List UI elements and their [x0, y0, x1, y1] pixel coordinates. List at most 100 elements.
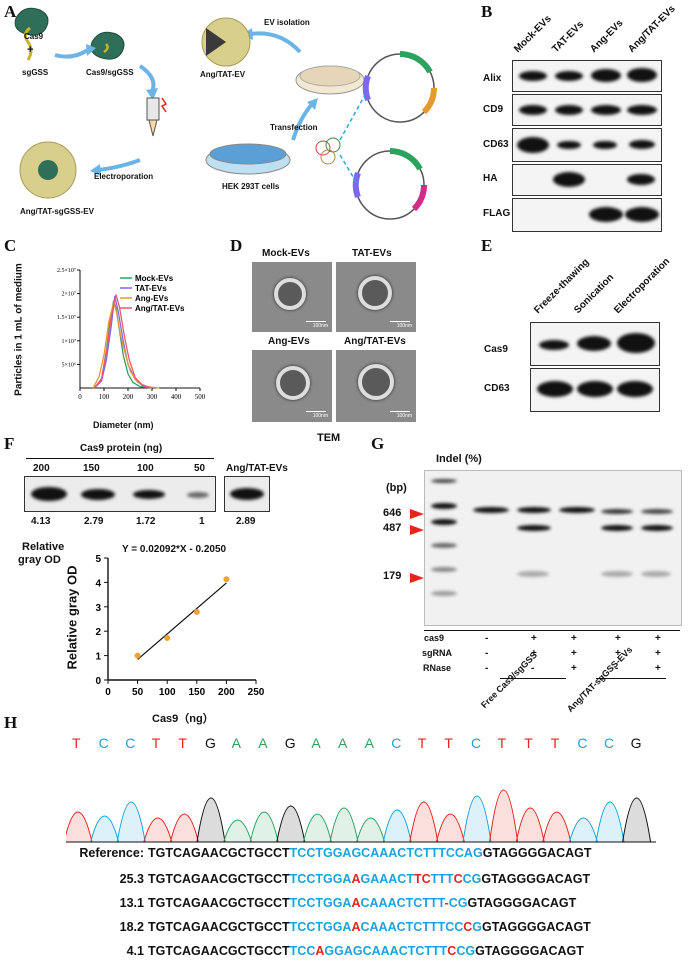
f-val-50: 1 — [199, 516, 205, 527]
c-ytick: 1.5×10⁷ — [57, 315, 76, 321]
c-xtick: 500 — [195, 393, 206, 401]
c-xtick: 100 — [99, 393, 110, 401]
e-row-cd63: CD63 — [484, 383, 510, 394]
h-peak — [66, 811, 93, 843]
g-sign: + — [615, 633, 621, 644]
c-legend-label: TAT-EVs — [135, 284, 167, 293]
h-sequence-segment: CAAACTCTTTCC — [360, 920, 464, 934]
g-sign: + — [571, 663, 577, 674]
h-sequence-segment: TC — [413, 872, 431, 886]
h-sequence-segment: GTAGGGGACAGT — [482, 846, 592, 860]
h-sequence-segment: TGTCAGAACGCTGCCT — [148, 920, 290, 934]
h-peak — [595, 801, 625, 843]
h-sequence-row: 4.1 TGTCAGAACGCTGCCTTCCAGGAGCAAACTCTTTCCG… — [127, 944, 584, 958]
h-sequence-segment: TGTCAGAACGCTGCCT — [148, 944, 290, 958]
f-lane-200: 200 — [33, 463, 50, 474]
h-base: C — [577, 735, 588, 751]
panel-label-c: C — [4, 236, 17, 255]
g-sign: + — [571, 633, 577, 644]
f-xlabel: Cas9（ng） — [152, 713, 214, 725]
c-legend-label: Ang-EVs — [135, 294, 169, 303]
f-blot-evs — [224, 476, 270, 512]
h-peak — [356, 817, 386, 843]
g-gel-image — [424, 470, 682, 626]
g-sign: - — [485, 663, 489, 674]
panel-label-g: G — [371, 434, 385, 453]
tem-caption: TEM — [317, 432, 341, 444]
label-ev-isolation: EV isolation — [264, 18, 310, 27]
h-sequence-segment: TGTCAGAACGCTGCCT — [148, 846, 290, 860]
h-peak — [143, 817, 173, 843]
h-sequence-label: Reference: — [79, 846, 144, 860]
h-sequence-segment: TCC — [289, 944, 316, 958]
tem-label-tat: TAT-EVs — [352, 248, 392, 259]
g-marker-179: 179 — [383, 570, 402, 582]
panel-label-a: A — [4, 2, 17, 21]
label-plus: + — [27, 44, 34, 56]
chromatogram — [66, 789, 656, 843]
f-val-200: 4.13 — [31, 516, 51, 527]
h-peak — [302, 813, 332, 843]
h-sequence-segment: GTAGGGGACAGT — [475, 944, 584, 958]
h-base: T — [444, 735, 453, 751]
h-peak — [276, 805, 306, 843]
h-sequence-row: 25.3 TGTCAGAACGCTGCCTTCCTGGAAGAAACTTCTTTC… — [120, 872, 590, 886]
h-base: G — [205, 735, 216, 751]
g-row-sgrna: sgRNA — [422, 648, 453, 658]
panel-label-h: H — [4, 713, 18, 732]
h-sequence-segment: G — [472, 920, 483, 934]
row-alix: Alix — [483, 73, 502, 84]
h-sequence-row: 13.1 TGTCAGAACGCTGCCTTCCTGGAACAAACTCTTT-C… — [120, 896, 577, 910]
c-series-line — [92, 300, 160, 389]
e-col-electro: Electroporation — [612, 255, 673, 316]
tem-image-mock: 100nm — [252, 262, 332, 332]
label-transfection: Transfection — [270, 123, 318, 132]
tem-image-ang: 100nm — [252, 350, 332, 422]
f-lane-100: 100 — [137, 463, 154, 474]
f-ytick: 2 — [95, 627, 101, 638]
blot-ha — [512, 164, 662, 196]
col-mock: Mock-EVs — [512, 13, 554, 55]
panel-label-b: B — [481, 2, 493, 21]
tem-image-angtat: 100nm — [336, 350, 416, 422]
nta-chart: 5×10⁶ 1×10⁷ 1.5×10⁷ 2×10⁷ 2.5×10⁷ 0 100 200 300 4… — [57, 268, 206, 401]
g-bp: (bp) — [386, 482, 407, 494]
col-angtat: Ang/TAT-EVs — [626, 3, 678, 56]
h-sequence-segment: C — [463, 920, 473, 934]
h-base: T — [550, 735, 560, 751]
h-peak — [382, 809, 412, 843]
f-xtick: 50 — [132, 687, 144, 698]
h-sequence-row: 18.2 TGTCAGAACGCTGCCTTCCTGGAACAAACTCTTTCC… — [120, 920, 591, 934]
h-peak — [568, 817, 598, 843]
g-row-rnase: RNase — [423, 663, 452, 673]
blot-alix — [512, 60, 662, 92]
label-cas9-sggss: Cas9/sgGSS — [86, 68, 134, 77]
g-row-cas9: cas9 — [424, 633, 445, 643]
f-val-100: 1.72 — [136, 516, 156, 527]
f-side-label-1: Relative — [22, 541, 65, 553]
g-sign: - — [531, 663, 535, 674]
g-sign: + — [571, 648, 577, 659]
g-sign: + — [531, 633, 537, 644]
f-val-evs: 2.89 — [236, 516, 256, 527]
e-row-cas9: Cas9 — [484, 344, 508, 355]
h-sequence-segment: A — [315, 944, 325, 958]
h-base: C — [98, 735, 109, 751]
h-sequence-segment: C — [453, 872, 463, 886]
f-blot-standards — [24, 476, 216, 512]
h-peak — [196, 797, 226, 843]
h-sequence-segment: CAAACTCTTT — [360, 896, 445, 910]
blot-cd9 — [512, 94, 662, 126]
c-xtick: 400 — [171, 393, 182, 401]
h-sequence-segment: CG — [448, 896, 468, 910]
h-sequence-segment: TCCTGGA — [289, 920, 352, 934]
f-header: Cas9 protein (ng) — [80, 443, 163, 454]
c-xtick: 300 — [147, 393, 158, 401]
h-base: C — [391, 735, 402, 751]
g-marker-646: 646 — [383, 507, 402, 519]
h-sequence-segment: C — [447, 944, 457, 958]
f-point — [223, 576, 230, 583]
f-equation: Y = 0.02092*X - 0.2050 — [122, 544, 227, 555]
row-ha: HA — [483, 173, 498, 184]
